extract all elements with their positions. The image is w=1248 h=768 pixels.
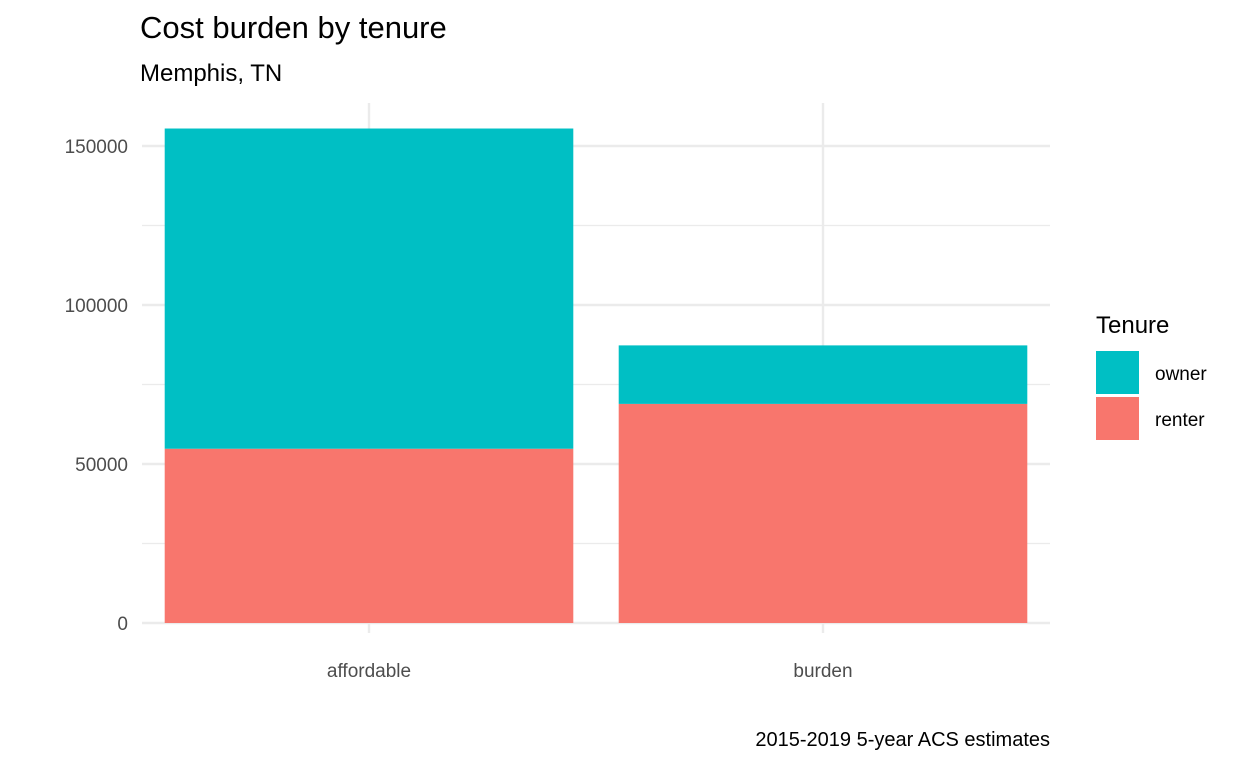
legend-title: Tenure [1096, 312, 1169, 339]
bar-owner-burden [618, 345, 1028, 404]
bar-renter-affordable [164, 448, 574, 623]
legend: Tenure owner renter [1096, 312, 1207, 440]
bar-renter-burden [618, 403, 1028, 623]
chart-title: Cost burden by tenure [140, 10, 447, 45]
legend-swatch-owner [1096, 351, 1139, 394]
y-axis-ticks: 0 50000 100000 150000 [65, 137, 128, 635]
y-tick-label: 50000 [75, 455, 128, 476]
bars [164, 128, 1028, 623]
chart-caption: 2015-2019 5-year ACS estimates [755, 729, 1050, 751]
x-tick-label: affordable [327, 661, 411, 682]
legend-label-owner: owner [1155, 364, 1207, 385]
chart-subtitle: Memphis, TN [140, 60, 283, 87]
bar-owner-affordable [164, 128, 574, 449]
legend-swatch-renter [1096, 397, 1139, 440]
x-tick-label: burden [793, 661, 852, 682]
legend-label-renter: renter [1155, 410, 1205, 431]
y-tick-label: 100000 [65, 296, 128, 317]
x-axis-ticks: affordable burden [327, 661, 853, 682]
y-tick-label: 150000 [65, 137, 128, 158]
y-tick-label: 0 [117, 614, 128, 635]
